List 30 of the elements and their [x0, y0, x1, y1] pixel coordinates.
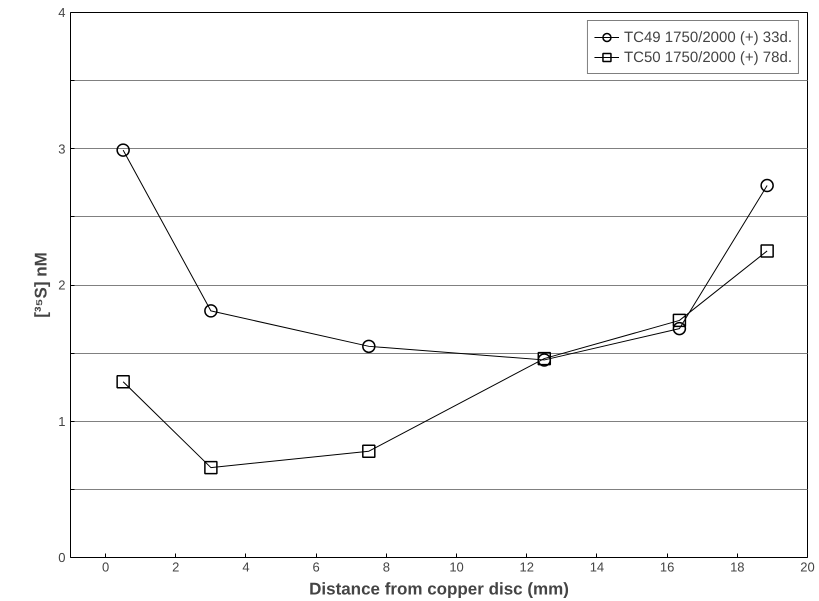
point	[204, 304, 218, 318]
x-tick-label: 8	[382, 560, 390, 574]
x-tick-label: 6	[312, 560, 320, 574]
y-tick-label: 0	[58, 550, 66, 565]
y-tick-label: 3	[58, 141, 66, 156]
point	[362, 340, 376, 354]
point	[760, 178, 774, 192]
point	[760, 244, 774, 258]
legend-label: TC50 1750/2000 (+) 78d.	[624, 48, 792, 66]
point	[362, 444, 376, 458]
x-axis-title: Distance from copper disc (mm)	[309, 580, 569, 598]
point	[116, 374, 130, 388]
x-tick-label: 16	[660, 560, 674, 574]
x-tick-label: 18	[730, 560, 745, 574]
point	[672, 322, 686, 336]
x-tick-label: 4	[242, 560, 250, 574]
y-tick-label: 1	[58, 414, 66, 429]
legend-label: TC49 1750/2000 (+) 33d.	[624, 28, 792, 46]
x-tick-label: 0	[102, 560, 110, 574]
x-tick-label: 10	[449, 560, 464, 574]
x-tick-label: 20	[800, 560, 815, 574]
point	[204, 460, 218, 474]
point	[672, 314, 686, 328]
y-tick-label: 4	[58, 5, 66, 20]
y-axis-title: [³⁵S] nM	[31, 252, 50, 318]
x-tick-label: 14	[590, 560, 604, 574]
point	[116, 143, 130, 157]
x-tick-label: 12	[520, 560, 534, 574]
y-tick-label: 2	[58, 278, 66, 292]
x-tick-label: 2	[172, 560, 180, 574]
